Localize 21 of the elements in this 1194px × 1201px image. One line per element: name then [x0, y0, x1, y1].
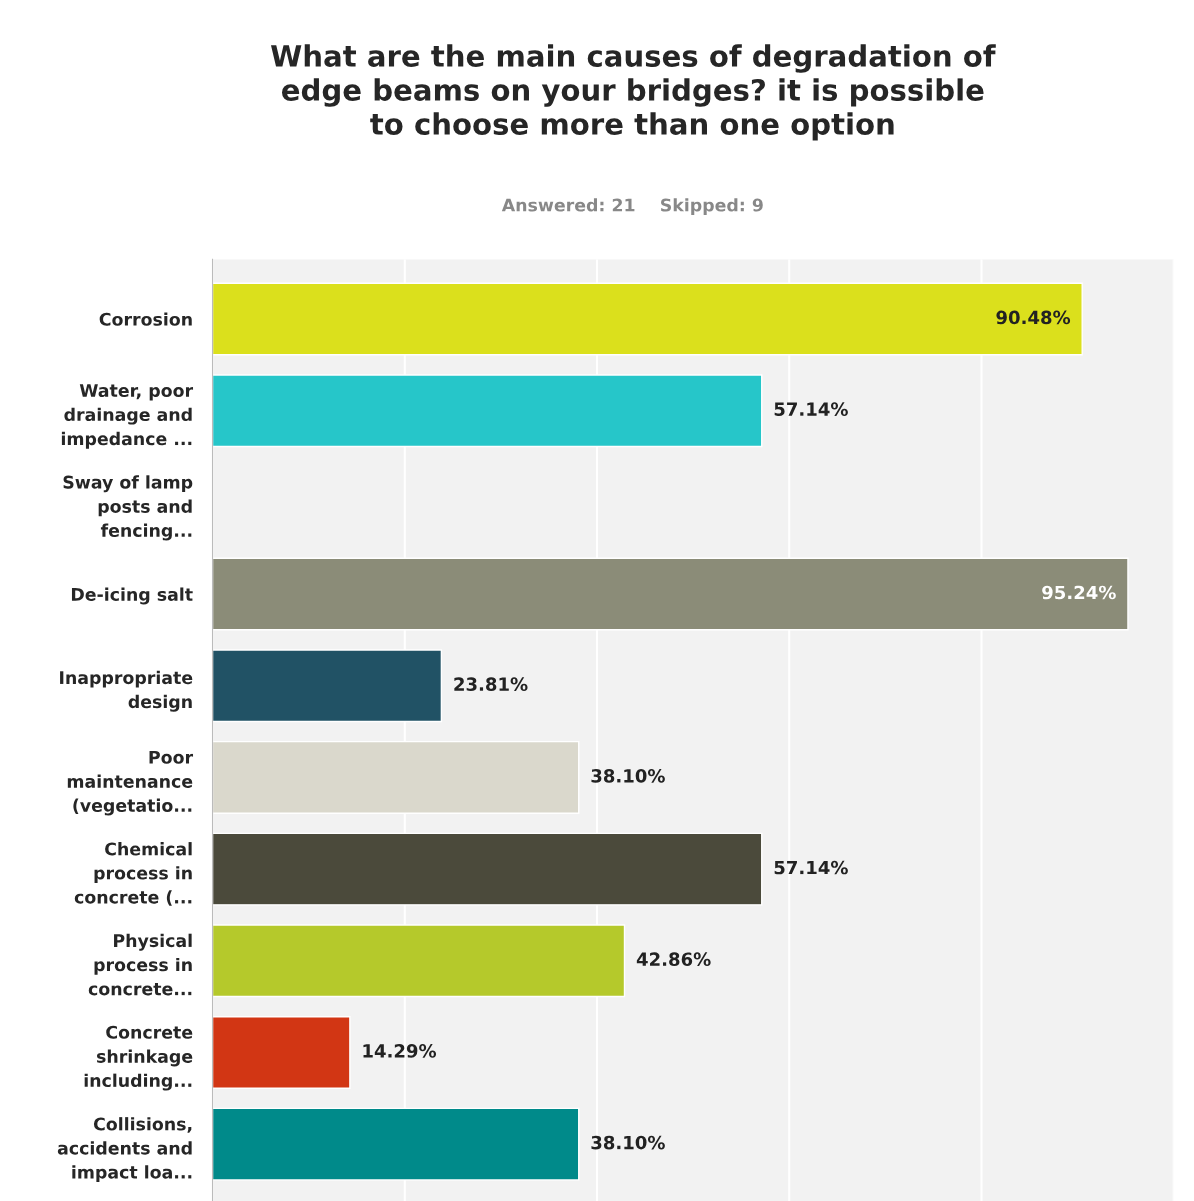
- y-tick-label: De-icing salt: [71, 587, 193, 605]
- y-tick-label: Inappropriate design: [60, 670, 193, 712]
- data-label: 38.10%: [591, 1135, 665, 1150]
- y-tick-label: Sway of lamp posts and fencing...: [63, 475, 193, 541]
- y-tick-label: Poor maintenance (vegetatio...: [67, 750, 194, 816]
- data-label: 90.48%: [996, 310, 1071, 325]
- y-tick-label: Water, poor drainage and impedance ...: [61, 384, 194, 449]
- data-label: 42.86%: [636, 952, 711, 967]
- data-label: 14.29%: [363, 1044, 437, 1058]
- data-label: 38.10%: [591, 769, 665, 783]
- chart-title: What are the main causes of degradation of edge beams on your bridges? it is possible to choose more than one option: [270, 44, 996, 141]
- chart-subtitle: Answered: 21 Skipped: 9: [501, 198, 763, 215]
- y-tick-label: Chemical process in concrete (...: [74, 842, 192, 906]
- data-label: 57.14%: [774, 860, 848, 875]
- data-label: 23.81%: [454, 677, 528, 691]
- y-tick-label: Collisions, accidents and impact loa...: [57, 1117, 192, 1183]
- y-tick-label: Corrosion: [99, 312, 192, 326]
- y-tick-label: Concrete shrinkage including...: [84, 1025, 193, 1091]
- data-label: 57.14%: [774, 402, 848, 416]
- y-tick-label: Physical process in concrete...: [88, 933, 192, 996]
- data-label: 95.24%: [1042, 585, 1116, 600]
